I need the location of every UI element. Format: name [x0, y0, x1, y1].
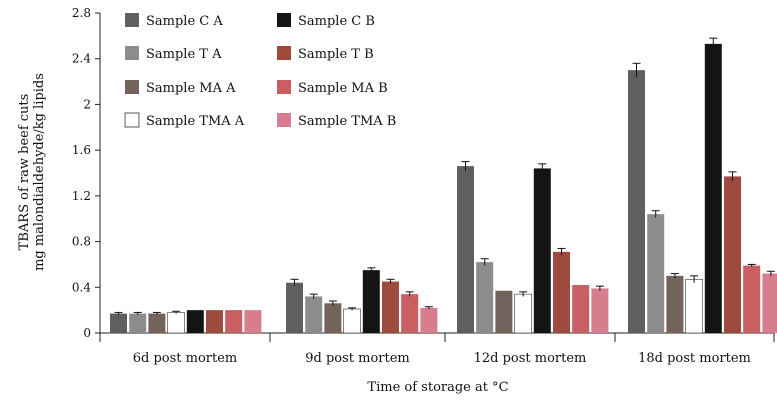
bar — [401, 294, 419, 333]
bar — [457, 166, 474, 333]
legend-swatch — [125, 80, 139, 94]
legend-swatch — [124, 112, 140, 128]
legend-swatch — [277, 113, 291, 127]
y-axis-title: TBARS of raw beef cuts mg malondialdehyde… — [17, 73, 47, 271]
y-tick-label: 0.8 — [72, 235, 91, 249]
legend-swatch — [125, 46, 139, 60]
bar — [476, 262, 494, 333]
bar — [286, 282, 303, 333]
y-tick-label: 2.4 — [72, 52, 91, 66]
bar — [704, 43, 722, 333]
bar — [420, 307, 438, 333]
x-axis-title: Time of storage at °C — [367, 380, 508, 395]
error-bars — [114, 37, 775, 315]
legend-label: Sample TMA B — [298, 114, 396, 129]
legend-label: Sample C A — [146, 14, 223, 29]
x-category-label: 9d post mortem — [305, 351, 410, 366]
bar — [572, 285, 590, 333]
bar — [362, 270, 380, 333]
legend-label: Sample T B — [298, 47, 374, 62]
legend-swatch — [277, 13, 291, 27]
x-category-label: 18d post mortem — [638, 351, 751, 366]
bar — [244, 310, 262, 333]
legend-label: Sample MA A — [146, 81, 236, 96]
legend: Sample C A Sample C B Sample T A Sample T B… — [124, 13, 396, 129]
bar — [148, 313, 166, 333]
y-tick-label: 2.8 — [72, 6, 91, 20]
bars — [110, 43, 777, 334]
bar — [533, 168, 551, 333]
bar — [762, 273, 777, 333]
bar — [514, 293, 532, 334]
bar — [129, 313, 147, 333]
legend-label: Sample MA B — [298, 81, 388, 96]
bar — [110, 313, 127, 333]
bar — [305, 296, 323, 333]
bar — [324, 303, 342, 333]
bar — [382, 281, 399, 333]
legend-swatch — [277, 46, 291, 60]
bar — [186, 310, 204, 333]
y-axis-title-line: mg malondialdehyde/kg lipids — [32, 73, 47, 271]
x-category-label: 12d post mortem — [474, 351, 587, 366]
bar — [343, 308, 361, 334]
y-tick-label: 0.4 — [72, 280, 91, 294]
bar — [685, 278, 703, 334]
legend-label: Sample T A — [146, 47, 222, 62]
x-category-label: 6d post mortem — [133, 351, 238, 366]
y-ticks: 0 0.4 0.8 1.2 1.6 2 2.4 2.8 — [72, 6, 100, 340]
bar — [495, 290, 513, 333]
y-tick-label: 2 — [83, 97, 91, 111]
bar — [225, 310, 243, 333]
x-category-labels: 6d post mortem 9d post mortem 12d post mor… — [99, 333, 775, 366]
y-axis-title-line: TBARS of raw beef cuts — [17, 94, 32, 251]
y-tick-label: 1.2 — [72, 189, 91, 203]
y-tick-label: 1.6 — [72, 143, 91, 157]
y-tick-label: 0 — [83, 326, 91, 340]
legend-swatch — [125, 13, 139, 27]
bar — [553, 251, 570, 333]
bar — [628, 70, 645, 334]
bar — [591, 288, 609, 333]
bar — [167, 312, 185, 334]
legend-label: Sample TMA A — [146, 114, 245, 129]
bar — [743, 265, 761, 333]
legend-label: Sample C B — [298, 14, 375, 29]
legend-swatch — [277, 80, 291, 94]
bar — [647, 214, 665, 333]
bar — [206, 310, 223, 333]
bar — [724, 176, 741, 333]
bar — [666, 275, 684, 333]
